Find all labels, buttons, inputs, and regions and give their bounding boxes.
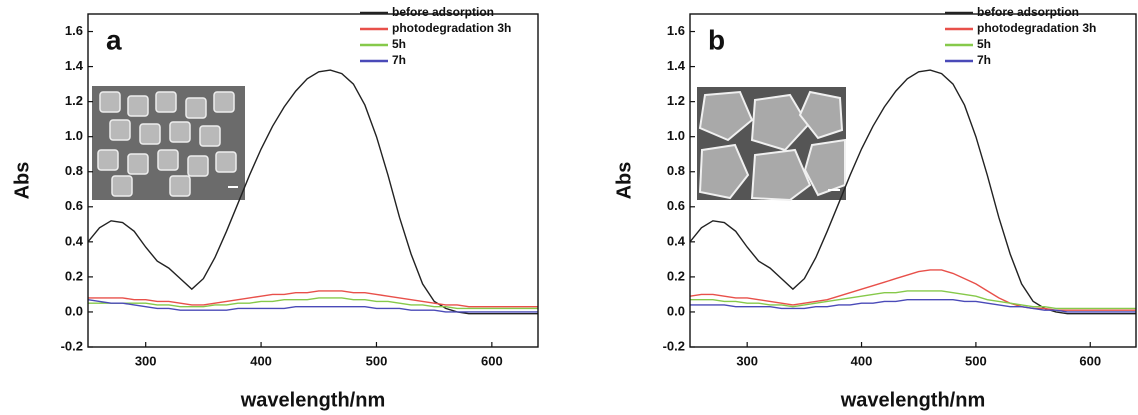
y-tick-label: 0.8 xyxy=(65,163,83,178)
y-tick-label: 1.6 xyxy=(667,23,685,38)
x-tick-label: 600 xyxy=(481,353,503,368)
x-tick-label: 300 xyxy=(135,353,157,368)
legend-label: 5h xyxy=(977,37,991,51)
y-tick-label: 0.6 xyxy=(65,198,83,213)
plot-lines xyxy=(690,69,1136,315)
y-tick-label: 0.2 xyxy=(667,268,685,283)
plot-frame xyxy=(689,13,1137,348)
data-line xyxy=(88,290,538,308)
data-line xyxy=(690,299,1136,313)
y-axis-title: Abs xyxy=(11,162,33,200)
y-tick-label: 0.2 xyxy=(65,268,83,283)
x-tick-label: 500 xyxy=(965,353,987,368)
legend-label: photodegradation 3h xyxy=(392,21,511,35)
x-tick-label: 500 xyxy=(366,353,388,368)
y-tick-label: 1.2 xyxy=(65,93,83,108)
y-axis-title: Abs xyxy=(613,162,635,200)
y-tick-label: 1.0 xyxy=(667,128,685,143)
x-tick-label: 300 xyxy=(736,353,758,368)
y-tick-label: 0.4 xyxy=(667,233,686,248)
y-tick-label: 1.4 xyxy=(65,58,84,73)
x-axis-title: wavelength/nm xyxy=(240,389,385,411)
y-tick-label: 0.6 xyxy=(667,198,685,213)
y-tick-label: 0.0 xyxy=(65,303,83,318)
y-tick-label: 1.4 xyxy=(667,58,686,73)
y-tick-label: 1.6 xyxy=(65,23,83,38)
y-tick-label: 0.0 xyxy=(667,303,685,318)
legend-label: photodegradation 3h xyxy=(977,21,1096,35)
x-tick-label: 400 xyxy=(250,353,272,368)
data-line xyxy=(88,297,538,310)
y-tick-label: -0.2 xyxy=(663,338,685,353)
x-axis-title: wavelength/nm xyxy=(840,389,985,411)
y-tick-label: 0.8 xyxy=(667,163,685,178)
plot-lines xyxy=(88,69,538,315)
legend-label: before adsorption xyxy=(392,5,494,19)
legend-label: 7h xyxy=(392,53,406,67)
plot-frame xyxy=(87,13,539,348)
sem-inset xyxy=(92,86,245,200)
x-tick-label: 600 xyxy=(1079,353,1101,368)
y-tick-label: 0.4 xyxy=(65,233,84,248)
panel-label: b xyxy=(708,24,725,55)
data-line xyxy=(88,299,538,313)
sem-inset xyxy=(697,87,846,202)
legend-label: 7h xyxy=(977,53,991,67)
y-tick-label: -0.2 xyxy=(61,338,83,353)
data-line xyxy=(690,290,1136,310)
legend-label: 5h xyxy=(392,37,406,51)
data-line xyxy=(690,269,1136,311)
data-line xyxy=(690,69,1136,315)
legend-label: before adsorption xyxy=(977,5,1079,19)
data-line xyxy=(88,69,538,315)
panel-label: a xyxy=(106,24,122,55)
y-tick-label: 1.0 xyxy=(65,128,83,143)
x-tick-label: 400 xyxy=(851,353,873,368)
y-tick-label: 1.2 xyxy=(667,93,685,108)
